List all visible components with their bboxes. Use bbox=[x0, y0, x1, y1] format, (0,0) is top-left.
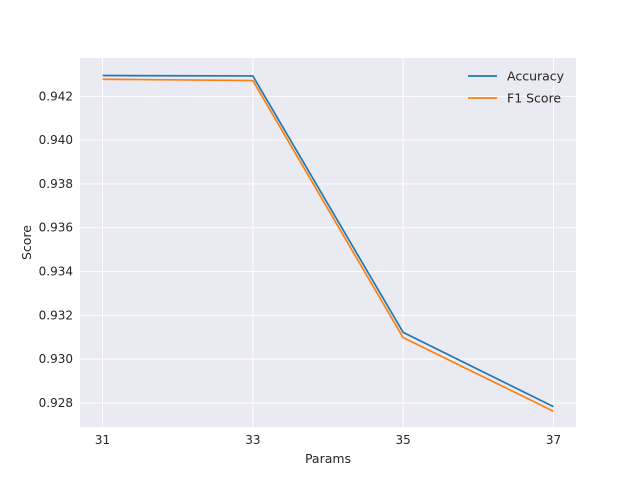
y-tick-label: 0.930 bbox=[39, 352, 73, 366]
legend-label: F1 Score bbox=[507, 91, 561, 106]
y-tick-label: 0.938 bbox=[39, 177, 73, 191]
x-tick-label: 37 bbox=[546, 433, 561, 447]
y-tick-label: 0.932 bbox=[39, 308, 73, 322]
series-lines bbox=[102, 74, 554, 412]
y-tick-label: 0.936 bbox=[39, 221, 73, 235]
y-axis-label: Score bbox=[19, 225, 34, 260]
y-tick-label: 0.942 bbox=[39, 89, 73, 103]
x-tick-label: 31 bbox=[95, 433, 110, 447]
plot-area bbox=[80, 58, 576, 427]
y-tick-label: 0.928 bbox=[39, 396, 73, 410]
legend-label: Accuracy bbox=[507, 69, 565, 84]
legend: Accuracy F1 Score bbox=[468, 69, 565, 106]
x-tick-label: 33 bbox=[245, 433, 260, 447]
y-tick-label: 0.940 bbox=[39, 133, 73, 147]
series-line-f1-score bbox=[102, 78, 554, 412]
y-tick-label: 0.934 bbox=[39, 265, 73, 279]
y-tick-labels: 0.928 0.930 0.932 0.934 0.936 0.938 0.940 0.942 bbox=[39, 89, 73, 410]
grid bbox=[80, 58, 576, 427]
x-tick-label: 35 bbox=[396, 433, 411, 447]
series-line-accuracy bbox=[102, 74, 554, 408]
x-tick-labels: 31 33 35 37 bbox=[95, 433, 561, 447]
x-axis-label: Params bbox=[305, 451, 351, 466]
